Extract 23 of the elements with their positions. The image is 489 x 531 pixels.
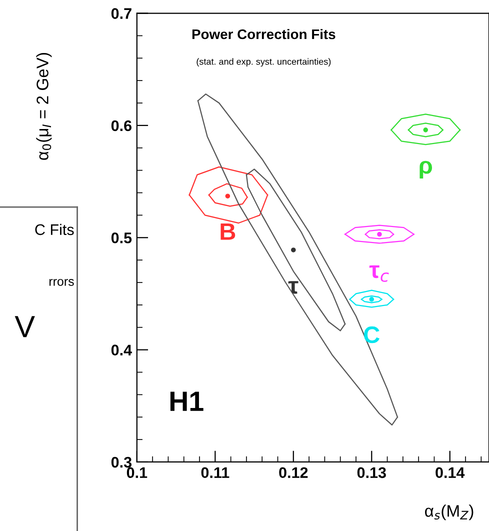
y-tick-label: 0.3: [111, 456, 132, 468]
x-tick-label: 0.12: [279, 467, 308, 478]
text: V: [14, 316, 35, 338]
x-tick-label: 0.13: [357, 467, 386, 478]
y-axis-title: α$_{0}$(μ$_{I}$ = 2 GeV): [36, 52, 52, 160]
series-label: B: [220, 223, 236, 240]
text: C Fits: [35, 224, 74, 236]
y-tick-label: 0.4: [111, 344, 132, 356]
series-label: τ$_{c}$: [369, 265, 389, 282]
annotation: H1: [170, 392, 204, 411]
x-tick-label: 0.11: [201, 467, 230, 478]
series-label: ρ: [420, 160, 432, 178]
series-label: C: [364, 326, 380, 344]
y-tick-label: 0.5: [111, 232, 132, 244]
x-tick-label: 0.14: [436, 467, 465, 478]
x-axis-title: α$_{s}$(M$_{Z}$): [425, 504, 474, 520]
x-tick-label: 0.1: [126, 467, 148, 478]
y-tick-label: 0.6: [111, 120, 132, 132]
text: Power Correction Fits: [192, 28, 336, 40]
text: (stat. and exp. syst. uncertainties): [196, 58, 331, 67]
series-label: τ: [288, 281, 298, 294]
y-tick-label: 0.7: [111, 8, 132, 19]
text: rrors: [49, 279, 74, 286]
